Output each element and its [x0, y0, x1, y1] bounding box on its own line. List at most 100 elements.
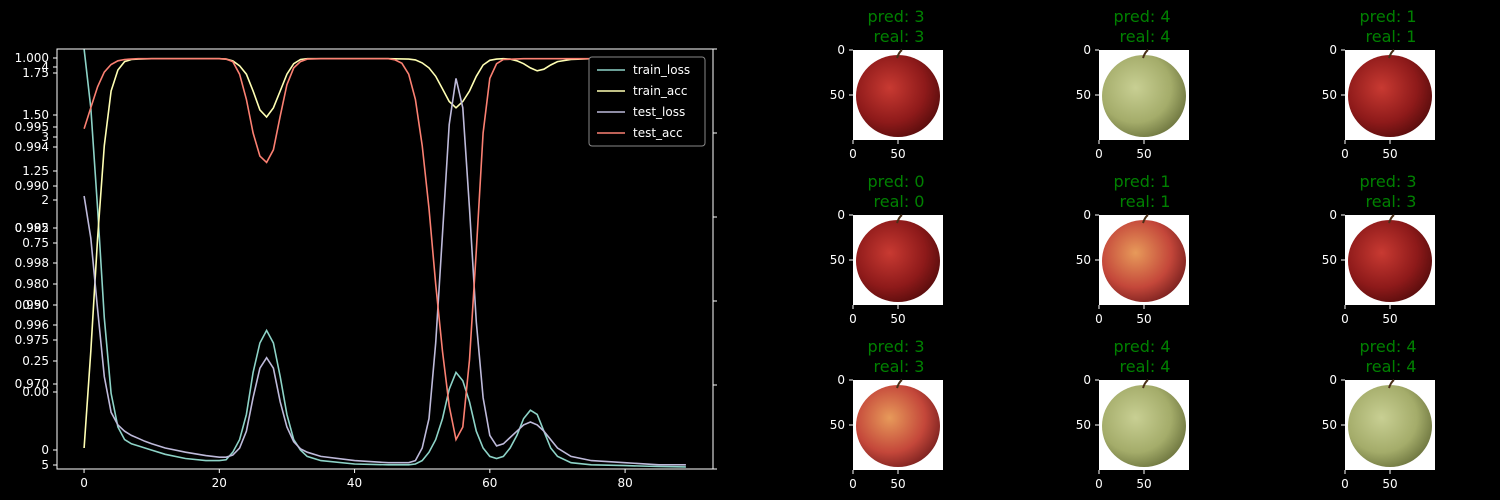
thumb-x-tick-label: 0 — [1341, 147, 1349, 161]
pred-label: pred: 4 — [1113, 7, 1170, 26]
thumb-y-tick-label: 0 — [1083, 208, 1091, 222]
x-tick-label: 20 — [212, 476, 227, 490]
left-tick-label: 0.992 — [15, 221, 49, 235]
thumb-y-tick-label: 50 — [830, 253, 845, 267]
legend-label: train_acc — [633, 84, 687, 98]
apple-stem — [1388, 379, 1395, 389]
training-history-chart: 0204060800.00.20.40.60.81.01.751.0001.50… — [15, 48, 717, 490]
prediction-thumbnail: pred: 3 real: 3 0 50 0 50 — [808, 330, 968, 495]
pred-label: pred: 3 — [1359, 172, 1416, 191]
thumb-y-tick-label: 0 — [1083, 373, 1091, 387]
apple-shape — [856, 220, 940, 302]
thumb-y-tick-label: 50 — [830, 88, 845, 102]
left-tick-label: 0.75 — [22, 236, 49, 250]
thumb-x-tick-label: 0 — [1341, 477, 1349, 491]
real-label: real: 4 — [1120, 357, 1171, 376]
real-label: real: 4 — [1366, 357, 1417, 376]
pred-label: pred: 3 — [867, 337, 924, 356]
left-tick-label: 0.998 — [15, 256, 49, 270]
left-tick-label: 0 — [41, 443, 49, 457]
apple-stem — [896, 214, 903, 224]
thumb-y-tick-label: 0 — [837, 43, 845, 57]
left-tick-label: 0.980 — [15, 277, 49, 291]
pred-label: pred: 0 — [867, 172, 924, 191]
left-tick-label: 0.970 — [15, 377, 49, 391]
series-line-test-acc — [83, 57, 686, 442]
thumb-y-tick-label: 50 — [1322, 253, 1337, 267]
series-line-test-loss — [83, 78, 686, 466]
left-tick-label: 4 — [41, 60, 49, 74]
series-line-train-loss — [83, 48, 686, 468]
left-tick-label: 1.75 — [22, 66, 49, 80]
apple-shape — [1102, 220, 1186, 302]
thumb-y-tick-label: 0 — [1329, 208, 1337, 222]
thumb-y-tick-label: 0 — [837, 373, 845, 387]
apple-shape — [1348, 55, 1432, 137]
prediction-thumbnail: pred: 0 real: 0 0 50 0 50 — [808, 165, 968, 330]
legend-label: train_loss — [633, 63, 690, 77]
real-label: real: 1 — [1366, 27, 1417, 46]
left-tick-label: 0.50 — [22, 298, 49, 312]
thumb-x-tick-label: 50 — [890, 477, 905, 491]
thumb-y-tick-label: 50 — [1076, 88, 1091, 102]
thumb-x-tick-label: 50 — [1136, 147, 1151, 161]
thumb-x-tick-label: 0 — [849, 147, 857, 161]
prediction-thumbnail: pred: 4 real: 4 0 50 0 50 — [1054, 0, 1214, 165]
legend-label: test_loss — [633, 105, 685, 119]
thumb-x-tick-label: 0 — [1095, 312, 1103, 326]
thumb-x-tick-label: 50 — [890, 312, 905, 326]
left-tick-label: 0.996 — [15, 318, 49, 332]
prediction-thumbnail: pred: 1 real: 1 0 50 0 50 — [1054, 165, 1214, 330]
prediction-thumbnail: pred: 3 real: 3 0 50 0 50 — [808, 0, 968, 165]
thumb-y-tick-label: 0 — [1083, 43, 1091, 57]
left-tick-label: 0.25 — [22, 354, 49, 368]
thumb-y-tick-label: 50 — [830, 418, 845, 432]
thumb-y-tick-label: 0 — [837, 208, 845, 222]
thumb-y-tick-label: 50 — [1322, 418, 1337, 432]
apple-stem — [1388, 214, 1395, 224]
left-tick-label: 1.50 — [22, 108, 49, 122]
thumb-x-tick-label: 50 — [890, 147, 905, 161]
left-tick-label: 5 — [41, 458, 49, 472]
real-label: real: 4 — [1120, 27, 1171, 46]
thumb-x-tick-label: 0 — [849, 477, 857, 491]
x-tick-label: 0 — [80, 476, 88, 490]
legend-label: test_acc — [633, 126, 683, 140]
pred-label: pred: 1 — [1113, 172, 1170, 191]
thumb-x-tick-label: 50 — [1382, 312, 1397, 326]
thumb-x-tick-label: 50 — [1136, 312, 1151, 326]
thumb-x-tick-label: 0 — [849, 312, 857, 326]
apple-shape — [1348, 220, 1432, 302]
left-tick-label: 0.994 — [15, 140, 49, 154]
real-label: real: 3 — [1366, 192, 1417, 211]
left-tick-label: 0.985 — [15, 221, 49, 235]
thumb-y-tick-label: 0 — [1329, 373, 1337, 387]
plot-frame — [56, 48, 714, 470]
apple-stem — [1142, 214, 1149, 224]
apple-shape — [856, 55, 940, 137]
real-label: real: 3 — [874, 27, 925, 46]
prediction-thumbnail: pred: 4 real: 4 0 50 0 50 — [1054, 330, 1214, 495]
chart-legend: train_loss train_acc test_loss test_acc — [588, 56, 706, 147]
x-tick-label: 80 — [617, 476, 632, 490]
pred-label: pred: 1 — [1359, 7, 1416, 26]
real-label: real: 1 — [1120, 192, 1171, 211]
apple-stem — [896, 379, 903, 389]
thumb-y-tick-label: 50 — [1076, 418, 1091, 432]
prediction-thumbnail: pred: 1 real: 1 0 50 0 50 — [1300, 0, 1460, 165]
thumb-x-tick-label: 50 — [1382, 477, 1397, 491]
thumb-x-tick-label: 50 — [1382, 147, 1397, 161]
left-tick-label: 1.25 — [22, 164, 49, 178]
apple-shape — [856, 385, 940, 467]
thumb-x-tick-label: 50 — [1136, 477, 1151, 491]
left-tick-label: 0.975 — [15, 333, 49, 347]
thumb-x-tick-label: 0 — [1341, 312, 1349, 326]
thumb-y-tick-label: 50 — [1076, 253, 1091, 267]
